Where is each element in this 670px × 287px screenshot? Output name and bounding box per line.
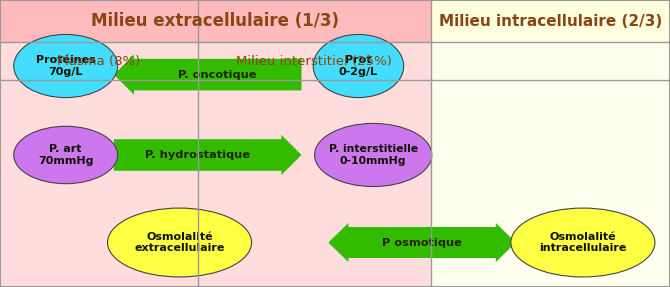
Text: Osmolalité
intracellulaire: Osmolalité intracellulaire	[539, 232, 626, 253]
Polygon shape	[496, 223, 516, 262]
Polygon shape	[114, 135, 302, 175]
Text: P osmotique: P osmotique	[382, 238, 462, 247]
Text: P. art
70mmHg: P. art 70mmHg	[38, 144, 93, 166]
Bar	[348, 227, 496, 258]
Text: Milieu interstitiel (25%): Milieu interstitiel (25%)	[237, 55, 392, 68]
Polygon shape	[328, 223, 348, 262]
Ellipse shape	[107, 208, 252, 277]
Bar	[0, 0, 431, 42]
Text: Protéines
70g/L: Protéines 70g/L	[36, 55, 96, 77]
Ellipse shape	[314, 34, 404, 98]
Text: P. oncotique: P. oncotique	[178, 70, 257, 79]
Text: P. interstitielle
0-10mmHg: P. interstitielle 0-10mmHg	[328, 144, 418, 166]
Text: Prot
0-2g/L: Prot 0-2g/L	[339, 55, 378, 77]
Bar	[431, 0, 670, 42]
Ellipse shape	[13, 34, 118, 98]
Bar	[431, 42, 670, 287]
Polygon shape	[114, 55, 302, 95]
Text: Plasma (8%): Plasma (8%)	[57, 55, 141, 68]
Ellipse shape	[315, 123, 432, 187]
Text: Milieu extracellulaire (1/3): Milieu extracellulaire (1/3)	[91, 12, 340, 30]
Bar	[0, 42, 431, 287]
Ellipse shape	[511, 208, 655, 277]
Text: Osmolalité
extracellulaire: Osmolalité extracellulaire	[135, 232, 224, 253]
Ellipse shape	[13, 126, 118, 184]
Text: P. hydrostatique: P. hydrostatique	[145, 150, 250, 160]
Text: Milieu intracellulaire (2/3): Milieu intracellulaire (2/3)	[439, 14, 662, 29]
